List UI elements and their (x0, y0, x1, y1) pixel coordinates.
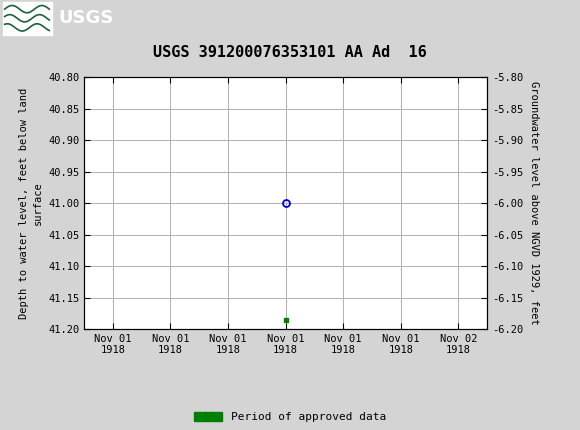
Text: USGS 391200076353101 AA Ad  16: USGS 391200076353101 AA Ad 16 (153, 45, 427, 60)
Y-axis label: Groundwater level above NGVD 1929, feet: Groundwater level above NGVD 1929, feet (529, 81, 539, 325)
Legend: Period of approved data: Period of approved data (194, 412, 386, 422)
Y-axis label: Depth to water level, feet below land
surface: Depth to water level, feet below land su… (19, 88, 42, 319)
FancyBboxPatch shape (3, 2, 52, 35)
Text: USGS: USGS (58, 9, 113, 27)
